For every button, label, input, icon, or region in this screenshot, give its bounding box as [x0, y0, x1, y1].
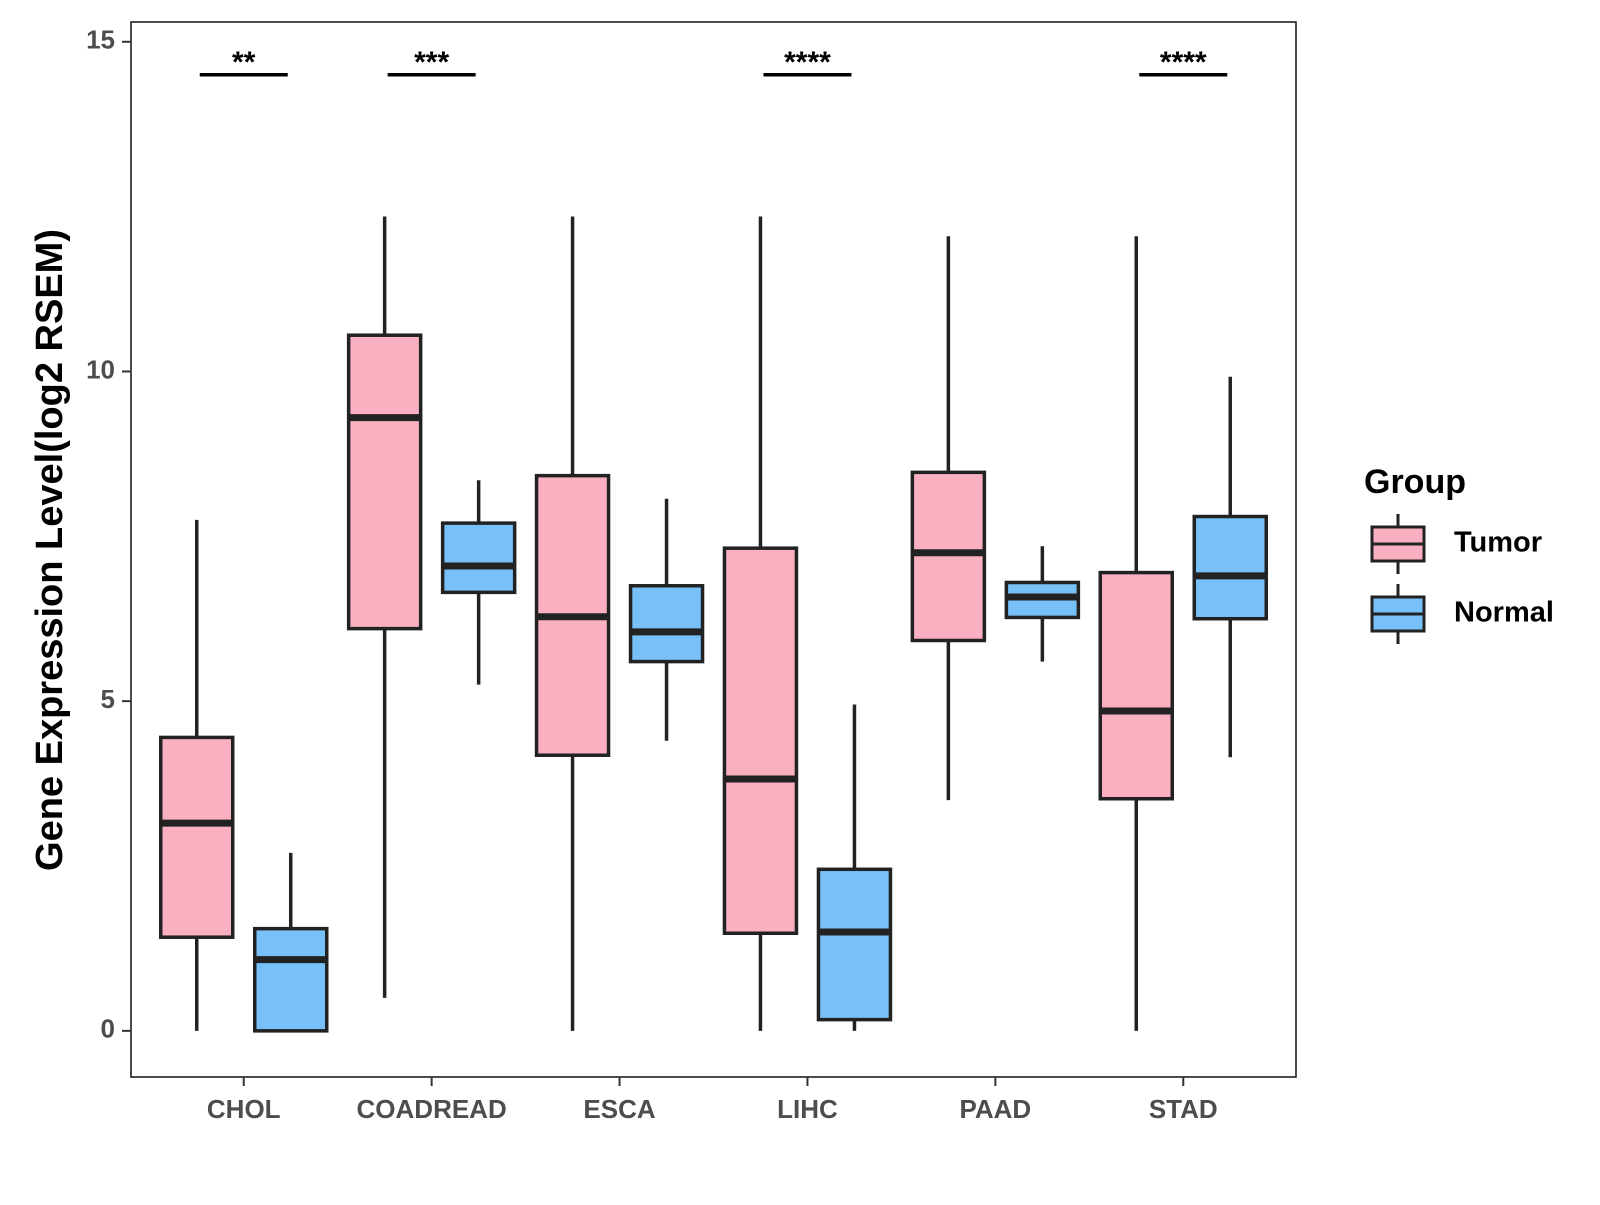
x-tick-label: CHOL	[207, 1094, 281, 1124]
x-tick-label: ESCA	[583, 1094, 655, 1124]
box-normal-lihc	[816, 704, 893, 1031]
significance-stad: ****	[1139, 46, 1228, 79]
box-body	[252, 926, 329, 1033]
significance-label: ****	[784, 46, 831, 79]
box-body	[440, 521, 517, 595]
x-tick-label: PAAD	[959, 1094, 1031, 1124]
box-body	[816, 867, 893, 1022]
y-tick-label: 15	[86, 25, 115, 55]
box-tumor-lihc	[722, 216, 799, 1031]
box-tumor-esca	[534, 216, 611, 1031]
y-tick-label: 10	[86, 354, 115, 384]
significance-layer: ** *** **** ****	[199, 46, 1228, 79]
box-body	[346, 333, 423, 631]
box-body	[722, 546, 799, 936]
box-normal-paad	[1004, 546, 1081, 662]
legend-label: Normal	[1454, 597, 1554, 629]
series-normal	[252, 376, 1269, 1033]
x-axis: CHOL COADREAD ESCA LIHC PAAD STAD	[207, 1077, 1218, 1124]
box-tumor-stad	[1098, 236, 1175, 1031]
legend-item-normal: Normal	[1370, 584, 1554, 644]
box-normal-stad	[1192, 376, 1269, 758]
y-tick-label: 0	[101, 1014, 115, 1044]
legend-title: Group	[1364, 463, 1466, 501]
series-tumor	[158, 216, 1175, 1031]
legend-label: Tumor	[1454, 527, 1542, 559]
plot-panel-border	[130, 21, 1297, 1078]
significance-label: **	[232, 46, 256, 79]
box-body	[628, 584, 705, 664]
x-tick-label: COADREAD	[357, 1094, 507, 1124]
significance-coadread: ***	[387, 46, 476, 79]
y-tick-label: 5	[101, 684, 115, 714]
box-tumor-chol	[158, 519, 235, 1031]
x-tick-label: STAD	[1149, 1094, 1218, 1124]
significance-label: ****	[1160, 46, 1207, 79]
box-normal-esca	[628, 498, 705, 741]
legend-item-tumor: Tumor	[1370, 514, 1542, 574]
x-tick-label: LIHC	[777, 1094, 838, 1124]
significance-lihc: ****	[763, 46, 852, 79]
y-axis-title: Gene Expression Level(log2 RSEM)	[29, 229, 71, 871]
box-body	[158, 735, 235, 939]
box-tumor-coadread	[346, 216, 423, 998]
box-normal-chol	[252, 852, 329, 1033]
boxes-layer	[158, 216, 1269, 1033]
y-axis: 0 5 10 15	[86, 25, 131, 1044]
significance-label: ***	[414, 46, 449, 79]
box-body	[910, 470, 987, 643]
box-tumor-paad	[910, 236, 987, 801]
box-body	[1192, 514, 1269, 621]
box-normal-coadread	[440, 480, 517, 685]
box-body	[1098, 570, 1175, 801]
legend: Group Tumor Normal	[1364, 463, 1554, 644]
significance-chol: **	[199, 46, 288, 79]
